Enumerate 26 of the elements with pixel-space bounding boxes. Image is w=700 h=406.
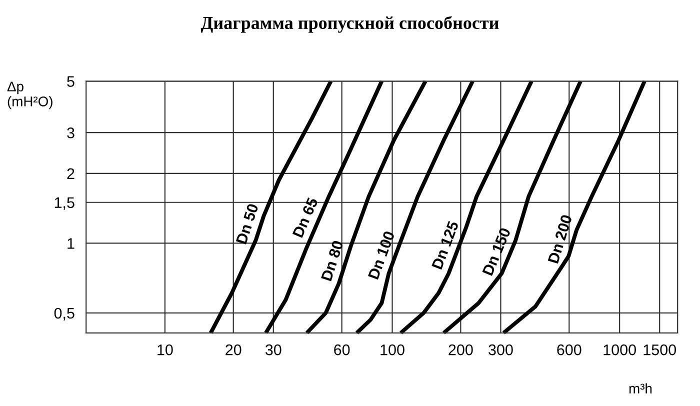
x-tick-label: 1500 <box>644 344 676 356</box>
text: Dn 100 <box>368 230 395 280</box>
y-tick-label: 5 <box>67 76 74 87</box>
y-axis-title: Δp (mH²O) <box>7 82 52 110</box>
y-tick-label: 1 <box>68 238 74 249</box>
text: Dn 125 <box>432 220 459 270</box>
x-tick-label: 300 <box>488 344 513 356</box>
y-tick-label: 0,5 <box>54 308 74 320</box>
x-tick-label: 30 <box>265 344 282 356</box>
chart-title: Диаграмма пропускной способности <box>200 16 499 33</box>
x-tick-label: 100 <box>380 344 404 356</box>
text: Dn 80 <box>320 240 344 282</box>
y-tick-label: 3 <box>67 127 74 138</box>
y-tick-label: 2 <box>67 168 74 179</box>
x-tick-label: 1000 <box>604 344 636 356</box>
x-tick-label: 200 <box>448 344 473 356</box>
x-tick-label: 20 <box>226 344 242 356</box>
y-tick-label: 1,5 <box>54 197 74 210</box>
text: Dn 50 <box>236 203 259 244</box>
text: Dn 200 <box>548 214 572 264</box>
x-axis-title: m³h <box>629 383 652 394</box>
x-tick-label: 10 <box>158 344 173 356</box>
x-tick-label: 600 <box>557 344 582 356</box>
text: Dn 65 <box>292 196 318 238</box>
text: Dn 150 <box>482 227 511 276</box>
x-tick-label: 60 <box>334 344 350 356</box>
